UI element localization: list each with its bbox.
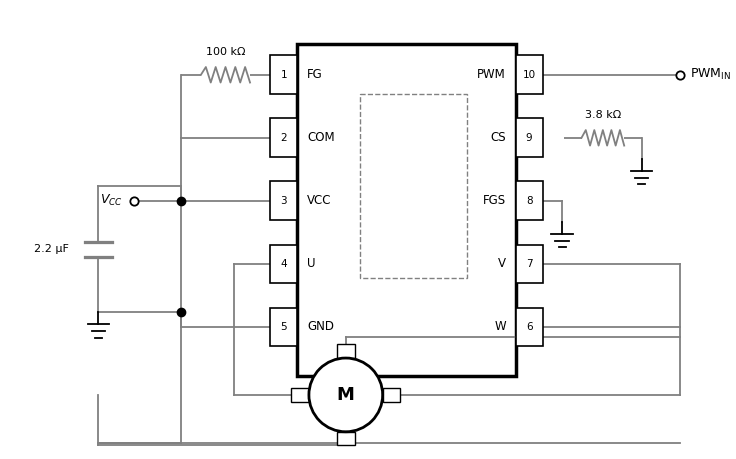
Text: COM: COM bbox=[307, 131, 335, 144]
Text: W: W bbox=[494, 320, 506, 334]
Text: 3.8 kΩ: 3.8 kΩ bbox=[584, 110, 621, 120]
Text: 8: 8 bbox=[526, 196, 532, 206]
Bar bbox=[270, 245, 297, 283]
Text: 7: 7 bbox=[526, 259, 532, 269]
Text: PWM: PWM bbox=[477, 68, 506, 81]
Text: 10: 10 bbox=[523, 70, 536, 80]
Text: GND: GND bbox=[307, 320, 334, 334]
Text: $V_{CC}$: $V_{CC}$ bbox=[100, 193, 123, 208]
Text: FGS: FGS bbox=[483, 194, 506, 207]
Bar bbox=[515, 245, 542, 283]
Text: 1: 1 bbox=[280, 70, 287, 80]
Text: M: M bbox=[337, 386, 355, 404]
Text: 3: 3 bbox=[280, 196, 287, 206]
Bar bbox=[515, 181, 542, 220]
Text: 9: 9 bbox=[526, 133, 532, 143]
Bar bbox=[337, 432, 355, 445]
Bar bbox=[270, 118, 297, 157]
Text: 4: 4 bbox=[280, 259, 287, 269]
Text: FG: FG bbox=[307, 68, 322, 81]
Text: CS: CS bbox=[490, 131, 506, 144]
Bar bbox=[361, 94, 467, 279]
Text: 2.2 μF: 2.2 μF bbox=[35, 244, 69, 254]
Bar bbox=[270, 56, 297, 94]
Bar bbox=[515, 308, 542, 347]
Bar bbox=[270, 181, 297, 220]
Text: 100 kΩ: 100 kΩ bbox=[206, 47, 245, 57]
Bar bbox=[515, 56, 542, 94]
Bar bbox=[337, 344, 355, 358]
Text: PWM$_{\mathrm{IN}}$: PWM$_{\mathrm{IN}}$ bbox=[690, 67, 732, 82]
Bar bbox=[291, 388, 309, 402]
Text: VCC: VCC bbox=[307, 194, 331, 207]
Bar bbox=[270, 308, 297, 347]
Text: 6: 6 bbox=[526, 322, 532, 332]
Text: 2: 2 bbox=[280, 133, 287, 143]
Bar bbox=[515, 118, 542, 157]
Text: U: U bbox=[307, 257, 316, 270]
Text: 5: 5 bbox=[280, 322, 287, 332]
Circle shape bbox=[309, 358, 383, 432]
Bar bbox=[297, 44, 515, 375]
Text: V: V bbox=[498, 257, 506, 270]
Bar bbox=[383, 388, 400, 402]
